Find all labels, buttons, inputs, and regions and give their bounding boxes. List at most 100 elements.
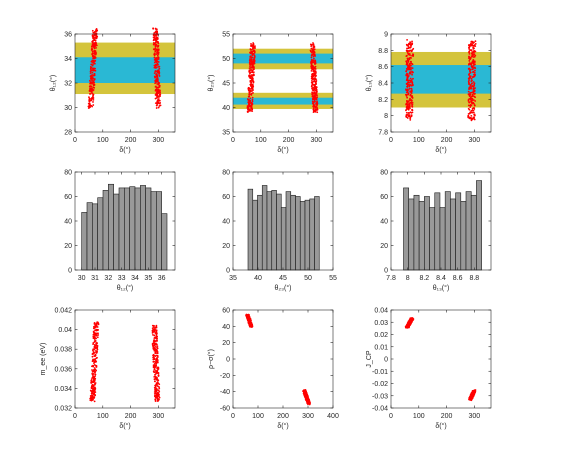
scatter-point (153, 56, 156, 59)
y-tick-label: -40 (220, 389, 230, 396)
scatter-point (92, 351, 95, 353)
scatter-point (157, 58, 160, 61)
scatter-point (471, 109, 473, 112)
scatter-point (304, 392, 307, 395)
scatter-point (306, 398, 308, 400)
scatter-point (248, 321, 251, 324)
scatter-point (305, 391, 308, 394)
scatter-point (89, 395, 92, 397)
scatter-point (468, 108, 471, 111)
scatter-point (310, 54, 313, 57)
scatter-point (155, 362, 158, 365)
scatter-point (468, 48, 470, 50)
scatter-point (153, 334, 156, 337)
scatter-point (91, 79, 93, 82)
scatter-point (467, 90, 470, 93)
scatter-point (92, 348, 95, 351)
scatter-point (251, 69, 254, 72)
histogram-bar (257, 194, 263, 271)
x-tick-label: 100 (255, 137, 267, 144)
scatter-point (410, 79, 413, 81)
scatter-point (91, 395, 94, 398)
histogram-bar (460, 201, 467, 271)
scatter-point (88, 100, 91, 103)
scatter-point (91, 92, 94, 95)
scatter-point (91, 43, 94, 46)
scatter-point (93, 338, 96, 341)
scatter-point (154, 364, 157, 367)
scatter-point (312, 59, 315, 62)
scatter-point (153, 362, 156, 365)
histogram-bar (403, 187, 410, 271)
scatter-point (303, 389, 305, 392)
scatter-point (313, 57, 315, 60)
scatter-point (468, 53, 471, 55)
scatter-point (94, 353, 97, 356)
scatter-point (411, 318, 414, 321)
histogram-bar (108, 183, 114, 271)
panel-p7: 0 100 200 300 0.032 0.034 0.036 0.038 0.04 0.042 δ… (40, 308, 176, 430)
scatter-point (409, 61, 412, 63)
scatter-point (470, 63, 472, 66)
scatter-point (251, 56, 254, 59)
scatter-point (155, 30, 158, 33)
scatter-point (249, 48, 252, 50)
scatter-point (93, 367, 96, 369)
scatter-point (312, 61, 315, 64)
scatter-point (155, 348, 158, 351)
scatter-point (248, 87, 250, 90)
scatter-point (250, 324, 253, 327)
x-tick-label: 33 (118, 275, 126, 282)
scatter-point (154, 48, 157, 51)
y-tick-label: 80 (380, 170, 388, 177)
histogram-bar (247, 188, 254, 271)
scatter-point (412, 54, 415, 57)
y-tick-label: 34 (64, 56, 72, 63)
panel-p3: 0 100 200 300 7.8 8 8.2 8.4 8.6 8.8 9 δ(°) θ₁₃(°) (365, 32, 492, 154)
scatter-point (157, 106, 160, 109)
scatter-point (407, 79, 410, 82)
scatter-point (472, 62, 475, 65)
scatter-point (409, 117, 412, 120)
scatter-point (408, 87, 411, 90)
scatter-point (156, 400, 159, 402)
scatter-point (156, 346, 158, 349)
scatter-point (472, 42, 474, 45)
scatter-point (316, 102, 319, 105)
panel-p2: 0 100 200 300 35 40 45 50 55 δ(°) θ₂₃(°) (207, 32, 334, 154)
scatter-point (410, 64, 412, 67)
y-tick-label: 80 (64, 170, 72, 177)
scatter-point (153, 54, 156, 57)
scatter-point (91, 76, 93, 79)
scatter-point (405, 111, 408, 114)
scatter-point (96, 326, 99, 328)
scatter-point (89, 75, 92, 78)
scatter-point (154, 34, 157, 37)
scatter-point (92, 364, 95, 367)
scatter-point (251, 100, 254, 103)
scatter-point (470, 65, 473, 68)
scatter-point (314, 103, 317, 105)
scatter-point (156, 335, 158, 338)
scatter-point (469, 85, 472, 88)
scatter-point (93, 62, 96, 65)
scatter-point (153, 394, 156, 397)
scatter-point (405, 114, 408, 116)
scatter-point (251, 51, 253, 53)
scatter-point (94, 50, 97, 52)
scatter-point (95, 342, 98, 345)
scatter-point (94, 394, 96, 397)
scatter-point (253, 68, 255, 70)
scatter-point (406, 96, 409, 99)
scatter-point (89, 66, 92, 68)
scatter-point (158, 99, 160, 102)
scatter-point (157, 356, 159, 358)
scatter-point (155, 329, 158, 332)
y-tick-label: 20 (380, 243, 388, 250)
y-tick-label: 60 (222, 194, 230, 201)
scatter-point (93, 325, 95, 328)
scatter-point (312, 106, 315, 109)
scatter-point (157, 393, 159, 396)
histogram-bar (156, 191, 162, 271)
scatter-point (408, 85, 411, 88)
